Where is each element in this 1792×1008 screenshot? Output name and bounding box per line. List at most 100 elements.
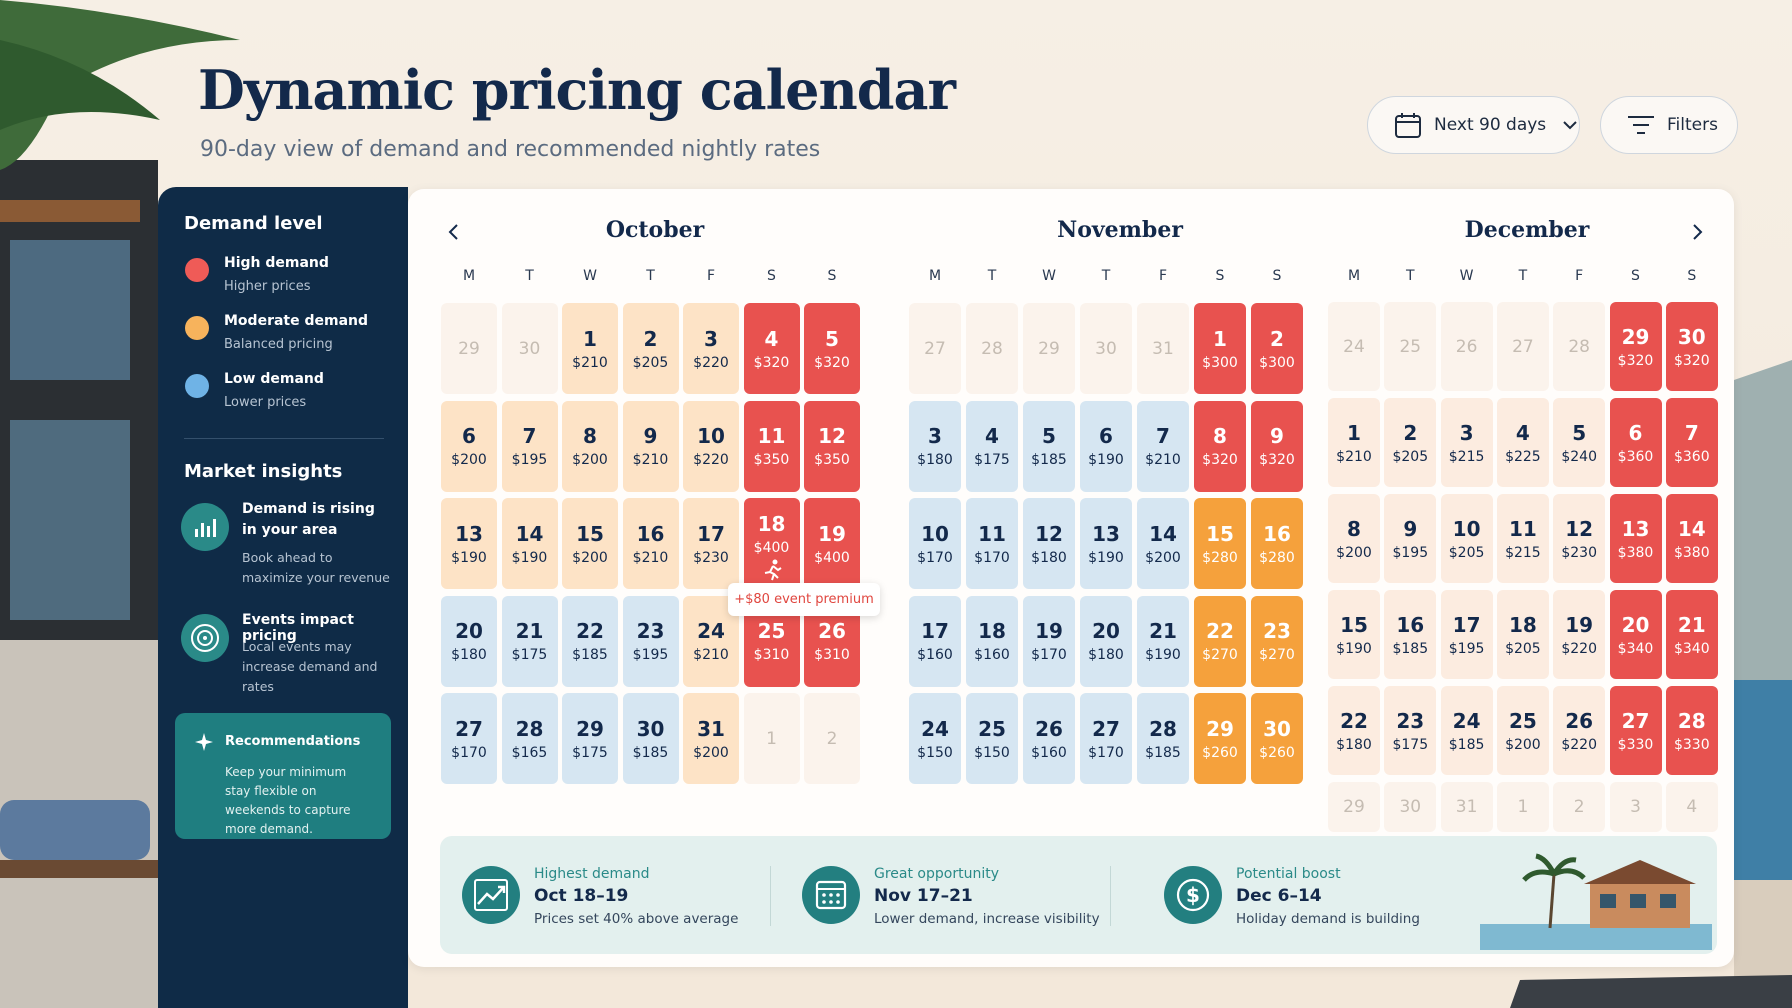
day-cell[interactable]: 2 [1553, 782, 1606, 832]
day-cell[interactable]: 22 $180 [1328, 686, 1380, 775]
day-cell[interactable]: 22 $185 [562, 595, 618, 687]
day-cell[interactable]: 26 $220 [1553, 686, 1606, 775]
day-cell[interactable]: 1 $300 [1194, 303, 1246, 394]
day-cell[interactable]: 7 $210 [1137, 400, 1189, 492]
day-cell[interactable]: 30 [1384, 782, 1437, 832]
day-cell[interactable]: 27 [909, 303, 961, 394]
day-cell[interactable]: 1 $210 [1328, 398, 1380, 487]
day-cell[interactable]: 5 $185 [1023, 400, 1075, 492]
day-cell[interactable]: 31 [1137, 303, 1189, 394]
day-cell[interactable]: 17 $160 [909, 595, 961, 687]
day-cell[interactable]: 12 $350 [804, 400, 860, 492]
day-cell[interactable]: 24 $185 [1440, 686, 1493, 775]
day-cell[interactable]: 16 $280 [1251, 498, 1303, 589]
day-cell[interactable]: 21 $190 [1137, 595, 1189, 687]
day-cell[interactable]: 5 $320 [804, 303, 860, 394]
day-cell[interactable]: 17 $230 [683, 498, 739, 589]
day-cell[interactable]: 23 $175 [1384, 686, 1437, 775]
day-cell[interactable]: 7 $360 [1665, 398, 1718, 487]
day-cell[interactable]: 27 $330 [1609, 686, 1662, 775]
day-cell[interactable]: 20 $180 [1080, 595, 1132, 687]
day-cell[interactable]: 29 [441, 303, 497, 394]
day-cell[interactable]: 24 $210 [683, 595, 739, 687]
day-cell[interactable]: 27 $170 [1080, 693, 1132, 784]
day-cell[interactable]: 25 $150 [966, 693, 1018, 784]
day-cell[interactable]: 13 $190 [1080, 498, 1132, 589]
day-cell[interactable]: 22 $270 [1194, 595, 1246, 687]
day-cell[interactable]: 13 $190 [441, 498, 497, 589]
day-cell[interactable]: 2 $205 [622, 303, 679, 394]
day-cell[interactable]: 28 [1553, 302, 1606, 391]
day-cell[interactable]: 2 $300 [1251, 303, 1303, 394]
day-cell[interactable]: 4 $225 [1496, 398, 1549, 487]
day-cell[interactable]: 1 $210 [562, 303, 618, 394]
day-cell[interactable]: 13 $380 [1609, 494, 1662, 583]
day-cell[interactable]: 2 $205 [1384, 398, 1437, 487]
day-cell[interactable]: 18 $400 [743, 498, 800, 589]
day-cell[interactable]: 30 [501, 303, 558, 394]
day-cell[interactable]: 12 $180 [1023, 498, 1075, 589]
day-cell[interactable]: 14 $200 [1137, 498, 1189, 589]
day-cell[interactable]: 31 [1440, 782, 1493, 832]
day-cell[interactable]: 3 $180 [909, 400, 961, 492]
day-cell[interactable]: 8 $320 [1194, 400, 1246, 492]
day-cell[interactable]: 28 $165 [501, 693, 558, 784]
day-cell[interactable]: 3 [1609, 782, 1662, 832]
day-cell[interactable]: 5 $240 [1553, 398, 1606, 487]
day-cell[interactable]: 11 $170 [966, 498, 1018, 589]
day-cell[interactable]: 29 $175 [562, 693, 618, 784]
day-cell[interactable]: 23 $270 [1251, 595, 1303, 687]
day-cell[interactable]: 17 $195 [1440, 590, 1493, 679]
day-cell[interactable]: 21 $340 [1665, 590, 1718, 679]
day-cell[interactable]: 30 $185 [622, 693, 679, 784]
day-cell[interactable]: 25 [1384, 302, 1437, 391]
day-cell[interactable]: 9 $195 [1384, 494, 1437, 583]
day-cell[interactable]: 15 $280 [1194, 498, 1246, 589]
day-cell[interactable]: 3 $220 [683, 303, 739, 394]
day-cell[interactable]: 26 [1440, 302, 1493, 391]
day-cell[interactable]: 7 $195 [501, 400, 558, 492]
day-cell[interactable]: 28 [966, 303, 1018, 394]
prev-arrow[interactable] [446, 222, 462, 242]
day-cell[interactable]: 27 $170 [441, 693, 497, 784]
day-cell[interactable]: 30 $260 [1251, 693, 1303, 784]
day-cell[interactable]: 4 [1665, 782, 1718, 832]
day-cell[interactable]: 6 $190 [1080, 400, 1132, 492]
day-cell[interactable]: 15 $190 [1328, 590, 1380, 679]
day-cell[interactable]: 9 $210 [622, 400, 679, 492]
day-cell[interactable]: 14 $380 [1665, 494, 1718, 583]
day-cell[interactable]: 29 $320 [1609, 302, 1662, 391]
day-cell[interactable]: 6 $360 [1609, 398, 1662, 487]
day-cell[interactable]: 31 $200 [683, 693, 739, 784]
day-cell[interactable]: 28 $185 [1137, 693, 1189, 784]
day-cell[interactable]: 29 [1023, 303, 1075, 394]
day-cell[interactable]: 18 $205 [1496, 590, 1549, 679]
day-cell[interactable]: 25 $200 [1496, 686, 1549, 775]
day-cell[interactable]: 4 $320 [743, 303, 800, 394]
day-cell[interactable]: 24 $150 [909, 693, 961, 784]
day-cell[interactable]: 1 [1496, 782, 1549, 832]
day-cell[interactable]: 4 $175 [966, 400, 1018, 492]
day-cell[interactable]: 20 $340 [1609, 590, 1662, 679]
day-cell[interactable]: 9 $320 [1251, 400, 1303, 492]
day-cell[interactable]: 23 $195 [622, 595, 679, 687]
day-cell[interactable]: 29 $260 [1194, 693, 1246, 784]
day-cell[interactable]: 28 $330 [1665, 686, 1718, 775]
day-cell[interactable]: 30 [1080, 303, 1132, 394]
day-cell[interactable]: 2 [804, 693, 860, 784]
next-arrow[interactable] [1689, 222, 1705, 242]
day-cell[interactable]: 8 $200 [562, 400, 618, 492]
day-cell[interactable]: 18 $160 [966, 595, 1018, 687]
range-dropdown[interactable]: Next 90 days [1367, 96, 1580, 154]
day-cell[interactable]: 16 $185 [1384, 590, 1437, 679]
day-cell[interactable]: 24 [1328, 302, 1380, 391]
day-cell[interactable]: 19 $170 [1023, 595, 1075, 687]
day-cell[interactable]: 8 $200 [1328, 494, 1380, 583]
day-cell[interactable]: 3 $215 [1440, 398, 1493, 487]
day-cell[interactable]: 30 $320 [1665, 302, 1718, 391]
day-cell[interactable]: 14 $190 [501, 498, 558, 589]
day-cell[interactable]: 11 $350 [743, 400, 800, 492]
day-cell[interactable]: 10 $170 [909, 498, 961, 589]
day-cell[interactable]: 29 [1328, 782, 1380, 832]
day-cell[interactable]: 20 $180 [441, 595, 497, 687]
